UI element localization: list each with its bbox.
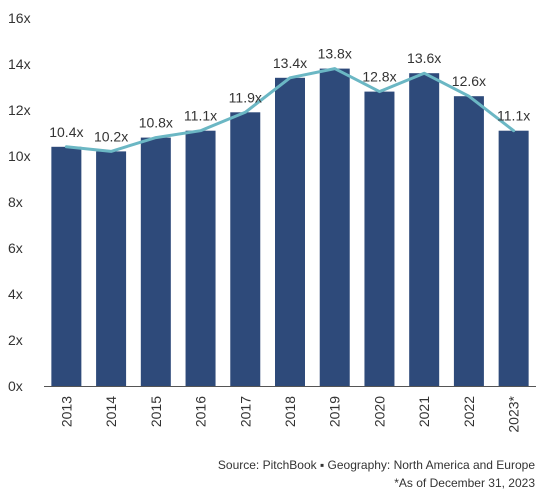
x-tick-label-2023*: 2023* [506, 395, 522, 432]
bar-2014 [96, 151, 127, 386]
x-tick-label-2021: 2021 [416, 396, 432, 427]
bar-2019 [319, 68, 350, 386]
data-label-2022: 12.6x [452, 73, 486, 89]
data-label-2020: 12.8x [362, 69, 396, 85]
data-labels: 10.4x 10.2x 10.8x 11.1x 11.9x 13.4x 13.8x 12.8x… [49, 46, 530, 145]
y-tick-label-4: 4x [8, 286, 23, 302]
data-label-2021: 13.6x [407, 50, 441, 66]
data-label-2015: 10.8x [139, 115, 173, 131]
y-tick-label-10: 10x [8, 148, 31, 164]
bars [51, 68, 529, 387]
bar-2016 [185, 130, 216, 386]
x-tick-label-2020: 2020 [371, 396, 387, 427]
y-tick-label-0: 0x [8, 378, 23, 394]
bar-2013 [51, 146, 82, 386]
data-label-2016: 11.1x [184, 108, 217, 124]
y-axis: 0x 2x 4x 6x 8x 10x 12x 14x 16x [8, 10, 31, 394]
x-tick-label-2016: 2016 [193, 396, 209, 427]
x-tick-label-2014: 2014 [103, 396, 119, 427]
bar-2017 [230, 112, 261, 387]
y-tick-label-16: 16x [8, 10, 31, 26]
y-tick-label-2: 2x [8, 332, 23, 348]
y-tick-label-6: 6x [8, 240, 23, 256]
bar-2023* [498, 130, 529, 386]
y-tick-label-14: 14x [8, 56, 31, 72]
x-tick-label-2017: 2017 [237, 396, 253, 427]
y-tick-label-8: 8x [8, 194, 23, 210]
data-label-2017: 11.9x [229, 89, 262, 105]
date-footnote: *As of December 31, 2023 [394, 476, 535, 490]
x-tick-label-2015: 2015 [148, 396, 164, 427]
data-label-2023*: 11.1x [497, 108, 530, 124]
x-axis: 2013 2014 2015 2016 2017 2018 2019 2020 2021 2022… [44, 386, 536, 433]
x-tick-label-2019: 2019 [327, 396, 343, 427]
data-label-2018: 13.4x [273, 55, 307, 71]
bar-2021 [409, 73, 440, 386]
data-label-2014: 10.2x [94, 128, 128, 144]
bar-2015 [140, 137, 171, 386]
bar-2018 [275, 77, 305, 387]
x-tick-label-2022: 2022 [461, 396, 477, 427]
x-tick-label-2013: 2013 [58, 396, 74, 427]
y-tick-label-12: 12x [8, 102, 31, 118]
trend-line [64, 67, 516, 153]
trend-line-path [64, 67, 516, 153]
source-note: Source: PitchBook ▪ Geography: North Ame… [217, 458, 535, 472]
bar-2020 [364, 91, 395, 386]
bar-2022 [453, 96, 484, 386]
data-label-2013: 10.4x [49, 124, 83, 140]
x-tick-label-2018: 2018 [282, 396, 298, 427]
data-label-2019: 13.8x [318, 46, 352, 62]
